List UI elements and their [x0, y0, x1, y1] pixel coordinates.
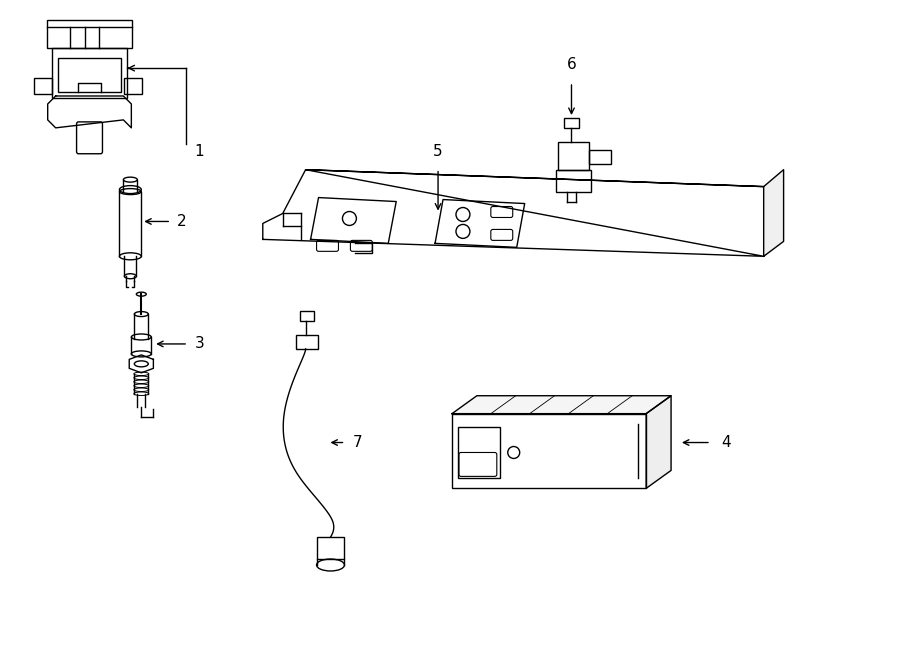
Polygon shape — [263, 170, 764, 256]
Bar — [557, 142, 590, 170]
Polygon shape — [764, 170, 784, 256]
Text: 7: 7 — [353, 435, 362, 450]
Text: 6: 6 — [567, 57, 576, 72]
Text: 3: 3 — [195, 336, 205, 352]
Text: 4: 4 — [721, 435, 731, 450]
Bar — [458, 426, 500, 479]
Bar — [317, 537, 345, 559]
Bar — [47, 20, 132, 48]
Polygon shape — [452, 396, 671, 414]
Bar — [124, 78, 142, 94]
Bar — [296, 335, 318, 349]
Text: 1: 1 — [194, 144, 203, 159]
Polygon shape — [646, 396, 671, 488]
Bar — [590, 150, 611, 164]
Bar — [51, 48, 128, 98]
Bar — [555, 170, 591, 192]
Bar — [300, 311, 313, 321]
Text: 2: 2 — [177, 214, 187, 229]
Bar — [563, 118, 580, 128]
Bar — [58, 58, 122, 92]
Text: 5: 5 — [433, 143, 443, 159]
Bar — [452, 414, 646, 488]
Bar — [34, 78, 51, 94]
